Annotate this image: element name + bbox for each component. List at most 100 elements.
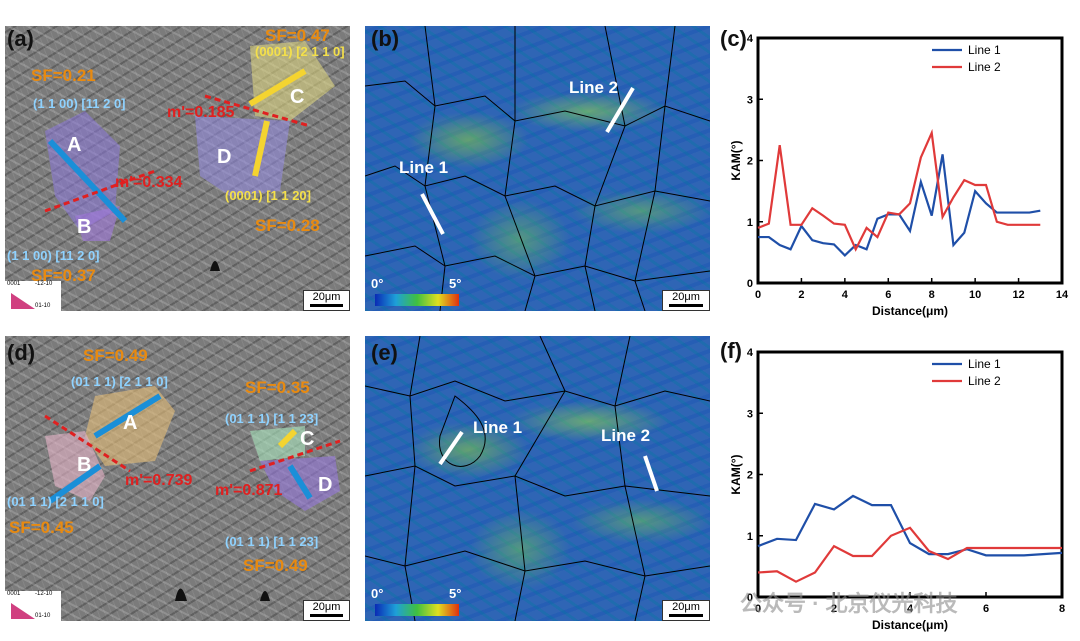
series-line [757, 526, 1062, 583]
kam-map-panel-e: (e) Line 1 Line 2 0° 5° 20μm [365, 336, 710, 621]
trace-line-d [287, 464, 313, 500]
y-axis-label: KAM(°) [730, 140, 743, 180]
panel-letter: (e) [371, 340, 398, 365]
scale-bar: 20μm [303, 290, 350, 311]
ipf-label: 0001 [7, 281, 21, 287]
x-tick-label: 4 [907, 603, 914, 615]
y-tick-label: 4 [747, 33, 754, 45]
x-axis-label: Distance(μm) [872, 304, 948, 318]
colorbar-max-label: 5° [449, 586, 462, 601]
y-tick-label: 0 [747, 592, 753, 604]
sem-overlay-a [44, 41, 335, 271]
panel-letter: (a) [7, 26, 34, 51]
boundary-trace-1 [44, 414, 131, 473]
trace-line-d [252, 120, 270, 177]
y-tick-label: 4 [747, 347, 754, 359]
grain-c-region [250, 426, 305, 461]
line-2-marker [643, 455, 659, 492]
y-tick-label: 1 [747, 217, 753, 229]
boundary-trace-2 [204, 94, 311, 128]
sf-label: SF=0.28 [255, 216, 320, 235]
plane-label: (01 1 1) [2 1 1 0] [7, 494, 104, 509]
misorientation-label: m'=0.739 [125, 472, 193, 489]
plane-label: (01 1 1) [1 1 23] [225, 534, 319, 549]
y-tick-label: 1 [747, 531, 753, 543]
plane-label: (01 1 1) [2 1 1 0] [71, 374, 168, 389]
chart-f: 0 2 4 6 8 0 1 2 3 4 Distance(μm) KAM(°) Line 1 Line 2 [730, 347, 1065, 632]
scale-bar-label: 20μm [672, 601, 700, 613]
x-tick-label: 0 [755, 603, 761, 615]
plot-frame [756, 36, 1064, 285]
ipf-label: 0001 [7, 591, 21, 597]
x-axis-label: Distance(μm) [872, 618, 948, 632]
dark-inclusion [210, 261, 220, 271]
ipf-label: -12-10 [35, 591, 53, 597]
kam-map-panel-b: (b) Line 1 Line 2 0° 5° 20μm [365, 26, 710, 311]
legend-label: Line 1 [968, 43, 1001, 57]
misorientation-label: m'=0.185 [167, 104, 235, 121]
scale-bar: 20μm [662, 600, 710, 621]
dark-inclusion [175, 588, 187, 601]
grain-d-region [195, 116, 290, 196]
scale-bar: 20μm [303, 600, 350, 621]
y-axis-label: KAM(°) [730, 454, 743, 494]
line-2-marker [605, 86, 635, 134]
line-label: Line 2 [569, 78, 619, 97]
plane-label: (0001) [2 1 1 0] [255, 44, 345, 59]
plane-label: (1 1 00) [11 2 0] [33, 96, 126, 111]
grain-label: B [77, 454, 92, 476]
dark-inclusion [260, 591, 270, 601]
grain-a-region [45, 111, 120, 231]
colorbar-min-label: 0° [371, 276, 384, 291]
panel-letter: (d) [7, 340, 36, 365]
x-tick-label: 2 [831, 603, 837, 615]
x-tick-label: 2 [798, 289, 804, 301]
scale-bar-label: 20μm [312, 291, 341, 303]
sem-panel-a: (a) SF=0.21 SF=0.47 SF=0.28 SF=0.37 (1 1… [5, 26, 350, 311]
ipf-legend: 0001 -12-10 01-10 [5, 591, 61, 621]
kam-texture [365, 26, 710, 311]
scale-bar-label: 20μm [672, 291, 700, 303]
legend-label: Line 2 [968, 60, 1001, 74]
line-label: Line 1 [473, 418, 523, 437]
grain-boundaries-e [365, 336, 710, 621]
ipf-label: 01-10 [35, 613, 51, 619]
colorbar-max-label: 5° [449, 276, 462, 291]
sf-label: SF=0.49 [83, 346, 148, 365]
x-tick-label: 8 [929, 289, 935, 301]
line-markers-b [420, 86, 635, 235]
ipf-label: 01-10 [35, 303, 51, 309]
grain-label: D [318, 474, 333, 496]
x-tick-label: 10 [969, 289, 981, 301]
panel-letter: (c) [720, 26, 747, 51]
x-tick-label: 6 [983, 603, 989, 615]
panel-letter: (b) [371, 26, 400, 51]
sf-label: SF=0.47 [265, 26, 330, 45]
x-tick-label: 0 [755, 289, 761, 301]
grain-label: A [67, 134, 82, 156]
x-tick-label: 6 [885, 289, 891, 301]
grain-label: C [290, 86, 305, 108]
y-tick-label: 3 [747, 408, 753, 420]
grain-b-region [45, 431, 105, 501]
plane-label: (0001) [1 1 20] [225, 188, 311, 203]
ipf-label: -12-10 [35, 281, 53, 287]
legend-label: Line 1 [968, 357, 1001, 371]
kam-colorbar [375, 604, 459, 616]
line-label: Line 1 [399, 158, 449, 177]
plot-frame [756, 350, 1064, 599]
x-tick-label: 4 [842, 289, 849, 301]
trace-line-c [248, 68, 307, 107]
sem-overlay-d [44, 386, 341, 601]
series-line [757, 128, 1041, 252]
line-1-marker [420, 193, 445, 235]
line-label: Line 2 [601, 426, 651, 445]
plane-label: (01 1 1) [1 1 23] [225, 411, 319, 426]
sem-panel-d: (d) SF=0.49 SF=0.35 SF=0.45 SF=0.49 (01 … [5, 336, 350, 621]
trace-line-a [47, 138, 128, 224]
sf-label: SF=0.37 [31, 266, 96, 285]
line-markers-e [438, 430, 659, 492]
trace-line-a [93, 393, 162, 439]
